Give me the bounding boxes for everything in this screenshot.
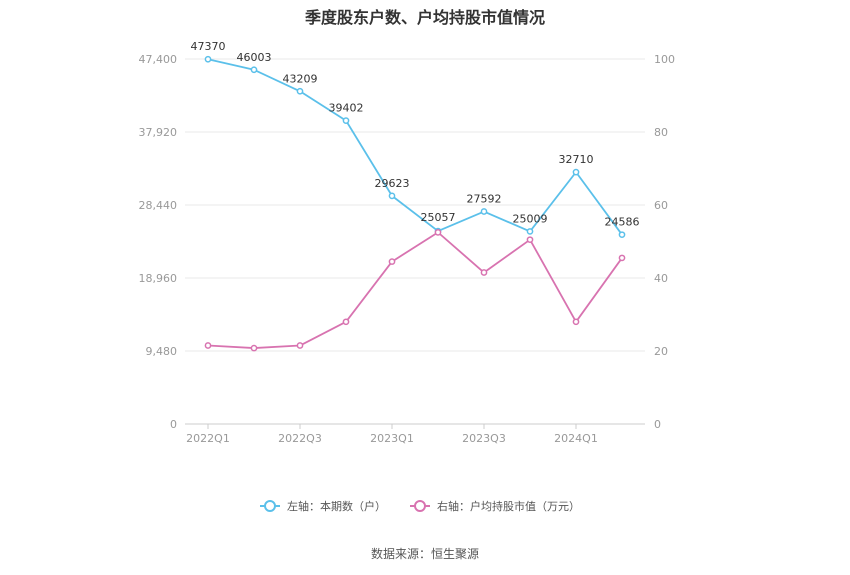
y-right-tick-label: 80 (654, 126, 668, 139)
y-right-tick-label: 100 (654, 53, 675, 66)
series-line-1 (207, 231, 623, 349)
data-point (296, 87, 304, 95)
series-lines (204, 55, 626, 352)
data-point (204, 55, 212, 63)
data-label: 25057 (421, 211, 456, 224)
data-label: 46003 (237, 51, 272, 64)
series-line-0 (207, 58, 623, 236)
data-point (572, 168, 580, 176)
chart-title: 季度股东户数、户均持股市值情况 (304, 8, 545, 27)
legend-label: 左轴：本期数（户） (287, 499, 386, 513)
legend-marker (264, 500, 276, 512)
data-point (250, 344, 258, 352)
data-point (296, 342, 304, 349)
data-labels: 47370 46003 43209 39402 29623 25057 27592 25009… (191, 40, 640, 228)
x-tick-label: 2024Q1 (554, 432, 598, 445)
data-point (480, 269, 488, 276)
data-label: 47370 (191, 40, 226, 53)
data-point (572, 318, 580, 326)
data-point (434, 229, 442, 236)
data-point (250, 66, 258, 74)
data-point (526, 236, 534, 244)
data-point (618, 231, 626, 239)
grid-lines (185, 58, 645, 425)
data-point (480, 208, 488, 215)
data-point (204, 342, 212, 349)
y-left-tick-label: 0 (170, 418, 177, 431)
y-right-tick-label: 60 (654, 199, 668, 212)
data-label: 27592 (467, 193, 502, 206)
data-point (526, 228, 534, 235)
data-point (342, 318, 350, 326)
y-right-tick-label: 40 (654, 272, 668, 285)
x-tick-label: 2023Q3 (462, 432, 506, 445)
data-point (618, 254, 626, 262)
axes: 0 9,480 18,960 28,440 37,920 47,400 0 20 40 60 80 1… (139, 53, 676, 445)
y-right-tick-label: 0 (654, 418, 661, 431)
legend-marker (414, 500, 426, 512)
y-left-tick-label: 28,440 (139, 199, 178, 212)
data-label: 24586 (605, 216, 640, 229)
y-left-tick-label: 37,920 (139, 126, 178, 139)
data-point (342, 117, 350, 124)
data-label: 39402 (329, 102, 364, 115)
x-tick-label: 2023Q1 (370, 432, 414, 445)
data-label: 32710 (559, 153, 594, 166)
data-label: 25009 (513, 212, 548, 225)
data-label: 43209 (283, 72, 318, 85)
data-point (388, 192, 396, 200)
y-right-tick-label: 20 (654, 345, 668, 358)
y-left-tick-label: 47,400 (139, 53, 178, 66)
data-source: 数据来源：恒生聚源 (370, 547, 479, 561)
legend-label: 右轴：户均持股市值（万元） (437, 499, 580, 513)
x-tick-label: 2022Q1 (186, 432, 230, 445)
y-left-tick-label: 18,960 (139, 272, 178, 285)
data-label: 29623 (375, 177, 410, 190)
data-point (388, 258, 396, 265)
x-tick-label: 2022Q3 (278, 432, 322, 445)
legend: 左轴：本期数（户） 右轴：户均持股市值（万元） (260, 499, 580, 513)
y-left-tick-label: 9,480 (146, 345, 178, 358)
